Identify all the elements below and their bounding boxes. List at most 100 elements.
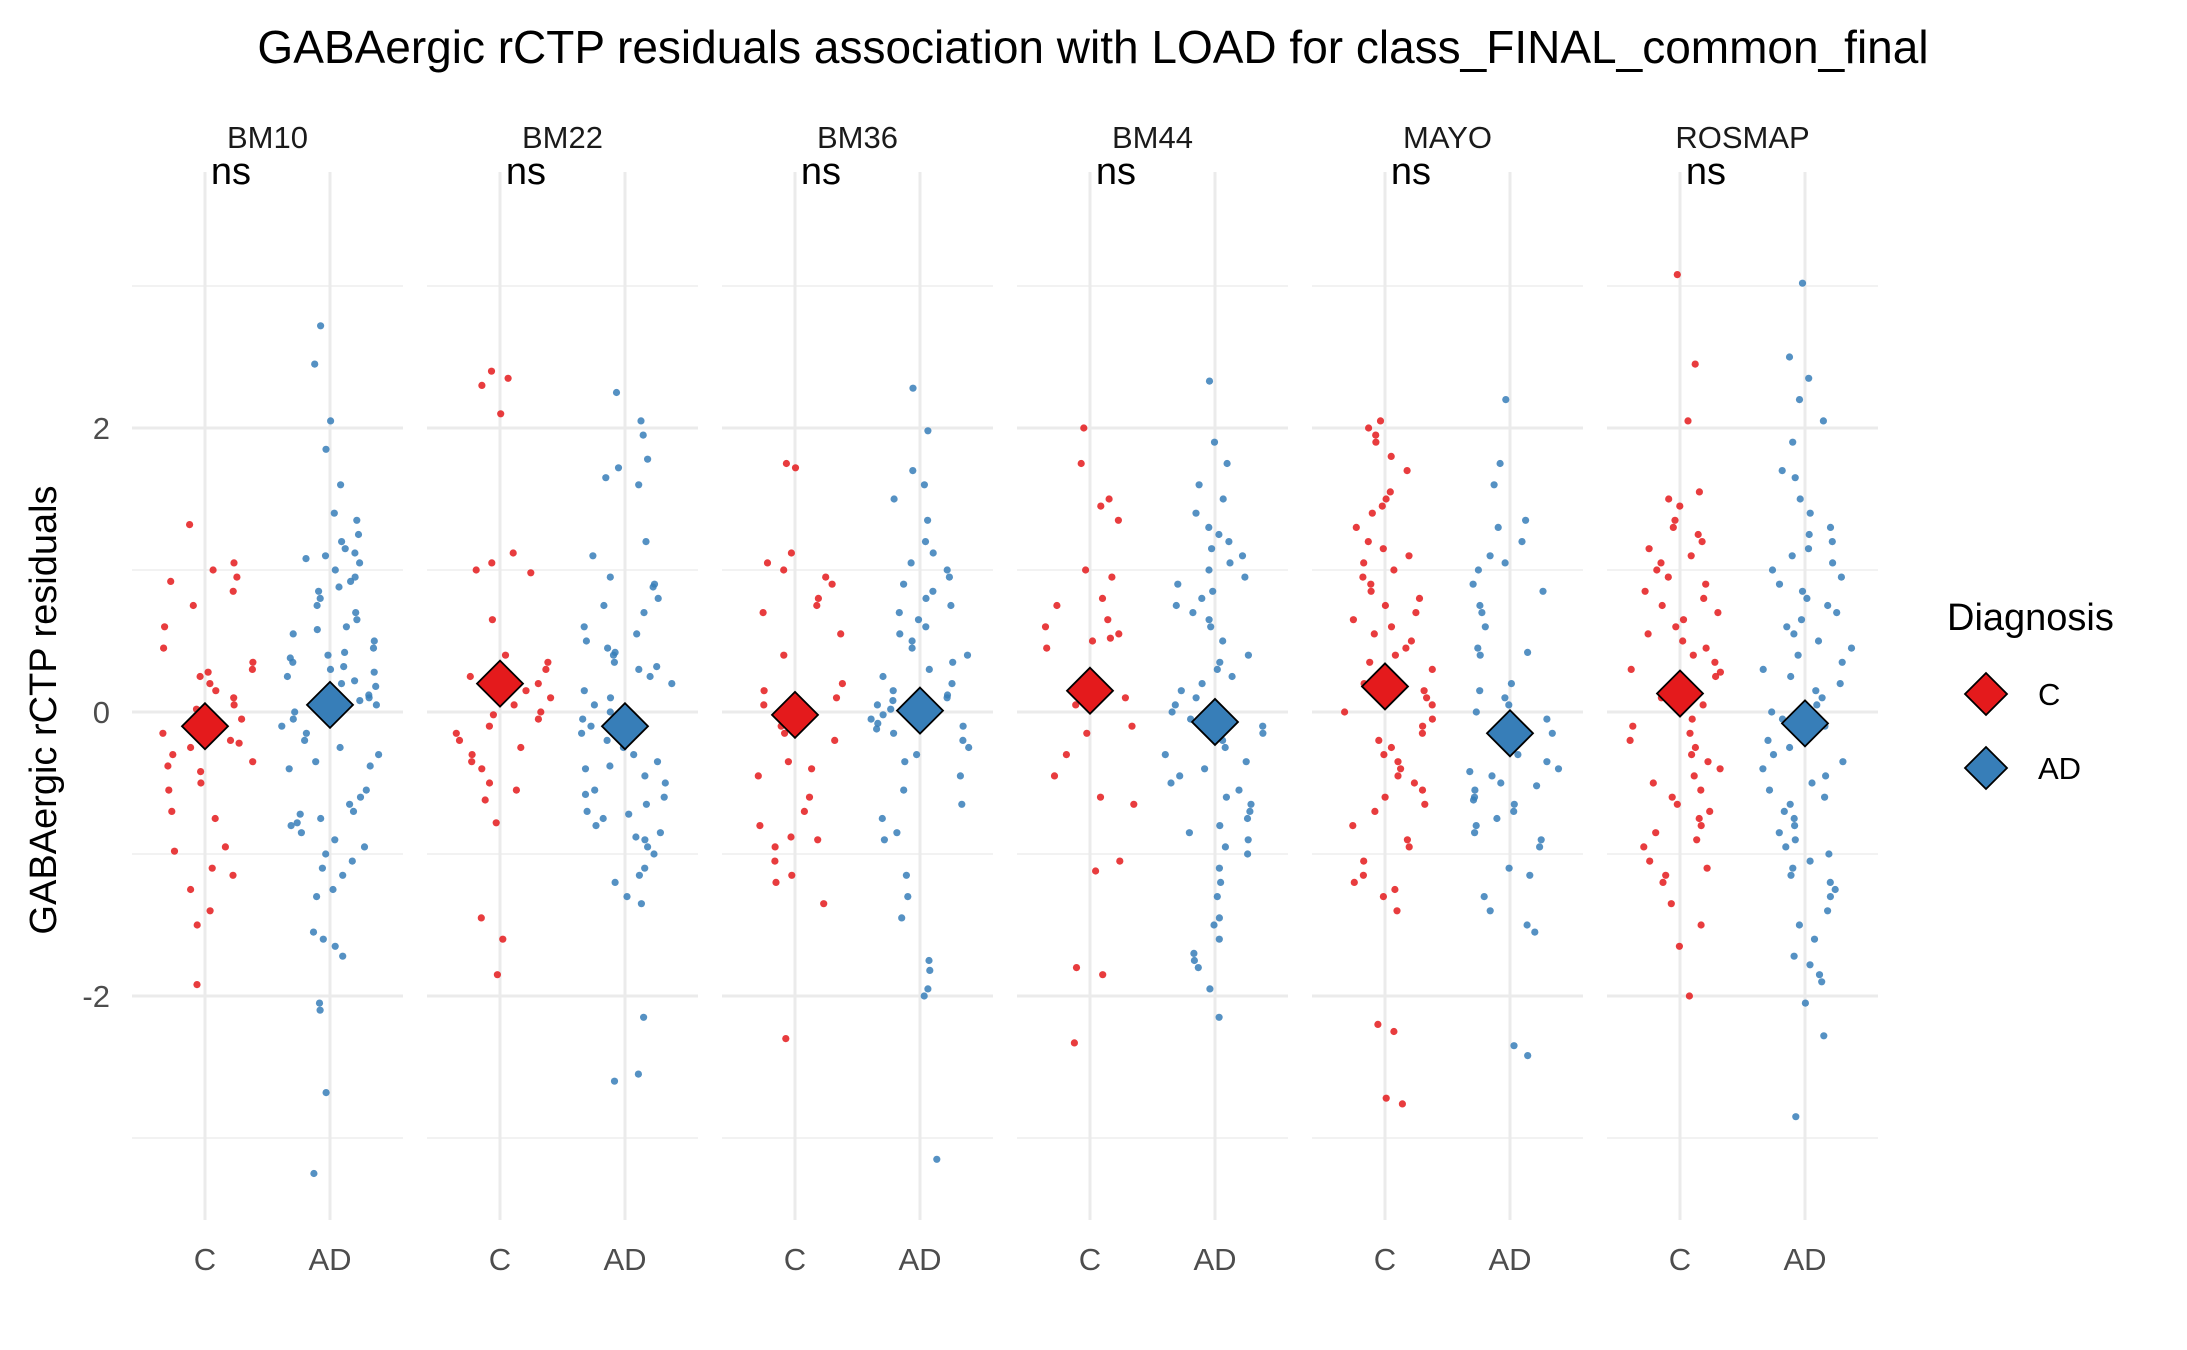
- data-point-ad: [898, 914, 906, 922]
- data-point-ad: [366, 762, 374, 770]
- data-point-ad: [287, 822, 295, 830]
- data-point-c: [197, 768, 205, 776]
- data-point-ad: [1244, 850, 1252, 858]
- data-point-ad: [904, 893, 912, 901]
- data-point-ad: [625, 810, 633, 818]
- data-point-ad: [1768, 708, 1776, 716]
- data-point-ad: [668, 680, 676, 688]
- data-point-c: [488, 616, 496, 624]
- data-point-c: [1080, 424, 1088, 432]
- data-point-ad: [351, 549, 359, 557]
- data-point-c: [1688, 715, 1696, 723]
- data-point-ad: [293, 819, 301, 827]
- significance-label: ns: [1391, 151, 1431, 193]
- data-point-c: [1706, 807, 1714, 816]
- data-point-c: [534, 680, 542, 688]
- facet-strip-label: BM22: [522, 120, 603, 155]
- data-point-ad: [1839, 758, 1847, 766]
- data-point-c: [466, 672, 474, 681]
- data-point-ad: [291, 708, 299, 716]
- data-point-c: [504, 374, 512, 382]
- data-point-c: [1700, 594, 1708, 603]
- data-point-c: [760, 687, 768, 695]
- data-point-ad: [1501, 559, 1509, 567]
- data-point-ad: [660, 793, 668, 801]
- data-point-c: [1703, 864, 1711, 872]
- data-point-c: [547, 694, 555, 702]
- data-point-c: [1062, 751, 1070, 759]
- data-point-c: [472, 566, 480, 574]
- data-point-c: [226, 736, 235, 745]
- data-point-c: [189, 601, 197, 610]
- data-point-ad: [949, 658, 957, 666]
- data-point-c: [1368, 509, 1376, 517]
- data-point-ad: [348, 857, 356, 865]
- data-point-ad: [1486, 907, 1494, 915]
- data-point-c: [1108, 573, 1116, 581]
- data-point-ad: [581, 765, 590, 773]
- data-point-ad: [1222, 793, 1230, 801]
- data-point-ad: [1471, 829, 1479, 837]
- data-point-ad: [583, 807, 591, 816]
- data-point-c: [1391, 651, 1399, 659]
- data-point-c: [1716, 765, 1724, 773]
- data-point-c: [1428, 715, 1436, 723]
- data-point-c: [1360, 857, 1368, 865]
- data-point-c: [763, 559, 772, 567]
- data-point-ad: [1791, 474, 1799, 482]
- data-point-c: [800, 807, 809, 816]
- data-point-ad: [604, 644, 612, 652]
- data-point-ad: [1219, 637, 1227, 645]
- data-point-c: [828, 580, 836, 588]
- data-point-ad: [1847, 644, 1856, 652]
- mean-marker-c: [1065, 666, 1115, 715]
- data-point-ad: [913, 751, 921, 759]
- data-point-ad: [901, 758, 909, 766]
- data-point-ad: [278, 722, 286, 730]
- data-point-c: [1386, 488, 1394, 496]
- data-point-ad: [331, 836, 339, 844]
- data-point-ad: [1810, 935, 1819, 943]
- data-point-ad: [1174, 580, 1182, 588]
- data-point-ad: [612, 388, 621, 397]
- data-point-ad: [1826, 893, 1834, 901]
- data-point-c: [1714, 609, 1722, 617]
- data-point-ad: [587, 722, 595, 730]
- data-point-ad: [580, 623, 588, 631]
- data-point-c: [822, 573, 830, 581]
- data-point-c: [1379, 545, 1387, 553]
- data-point-ad: [900, 580, 908, 588]
- data-point-c: [160, 644, 168, 652]
- data-point-c: [1686, 729, 1694, 737]
- data-point-ad: [1780, 807, 1788, 816]
- data-point-c: [455, 736, 464, 745]
- data-point-c: [1053, 601, 1061, 610]
- data-point-ad: [653, 663, 661, 671]
- legend: Diagnosis C AD: [1947, 597, 2114, 791]
- data-point-c: [1405, 843, 1413, 851]
- data-point-ad: [316, 1006, 324, 1014]
- data-point-ad: [623, 893, 631, 901]
- data-point-c: [1702, 580, 1710, 588]
- data-point-ad: [1195, 481, 1203, 489]
- data-point-ad: [1825, 850, 1833, 858]
- data-point-c: [1352, 523, 1360, 532]
- data-point-c: [1420, 687, 1428, 695]
- data-point-c: [1070, 1039, 1078, 1047]
- data-point-c: [1407, 637, 1415, 645]
- data-point-ad: [1490, 481, 1498, 489]
- data-point-c: [509, 549, 517, 557]
- data-point-c: [1684, 417, 1692, 425]
- data-point-ad: [309, 928, 318, 936]
- data-point-ad: [1837, 573, 1845, 581]
- data-point-c: [1690, 772, 1698, 780]
- data-point-ad: [1238, 552, 1247, 560]
- data-point-ad: [335, 583, 343, 591]
- data-point-c: [1121, 694, 1129, 702]
- data-point-c: [534, 715, 543, 723]
- data-point-ad: [1474, 644, 1482, 652]
- data-point-c: [1652, 829, 1660, 837]
- x-tick-label: AD: [898, 1242, 941, 1277]
- data-point-c: [161, 623, 169, 631]
